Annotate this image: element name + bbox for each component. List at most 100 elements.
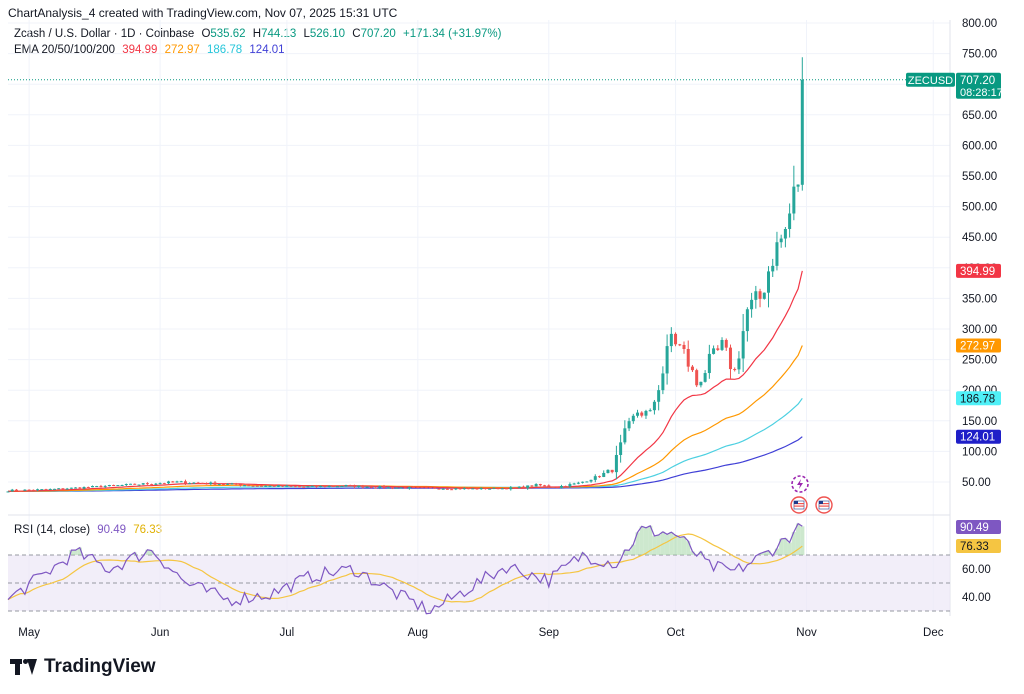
rsi-tag [956,520,1001,534]
candle-body [395,487,399,489]
candle-body [129,483,133,485]
tradingview-logo-icon [10,657,38,677]
event-icons[interactable] [790,475,833,514]
candle-body [86,487,90,489]
candle-body [298,486,302,488]
time-axis-label: Jul [279,627,294,639]
candle-body [141,483,145,485]
candle-body [767,271,770,293]
candle-body [247,485,251,487]
candle-body [606,469,610,473]
price-axis-label: 750.00 [962,49,997,61]
candle-body [285,485,289,487]
us-flag-icon[interactable] [815,496,833,514]
rsi-legend-value: 90.49 [97,524,127,536]
tradingview-logo[interactable]: TradingView [10,656,156,678]
ema50-value: 272.97 [164,44,200,56]
price-axis-label: 250.00 [962,355,997,367]
price-axis-label: 100.00 [962,446,997,458]
ema100-tag [956,391,1001,406]
candle-body [441,488,445,490]
candle-body [399,487,403,489]
candle-body [534,484,538,487]
candle-body [674,333,678,345]
candle-body [91,486,94,488]
candle-body [619,442,623,455]
price-axis-label: 800.00 [962,18,997,30]
time-axis-label: Jun [151,627,170,639]
candle-body [74,487,78,489]
rsi-line [7,522,803,615]
candle-body [154,483,158,485]
flash-icon[interactable] [791,475,809,493]
candle-body [657,390,661,402]
candle-body [733,369,737,371]
time-axis-label: Aug [408,627,428,639]
candle-body [95,486,99,488]
candle-body [386,487,390,489]
candle-body [179,481,183,483]
candle-body [171,481,175,483]
last-price-value: 707.20 [960,75,995,87]
candle-body [40,489,44,491]
candle-body [568,484,572,487]
symbol-label: Zcash / U.S. Dollar · 1D · Coinbase [14,28,195,40]
candle-body [183,481,187,484]
candle-body [44,489,48,491]
candle-body [526,485,530,488]
candles [6,57,804,493]
candle-body [505,488,509,490]
candle-body [458,488,462,490]
candle-body [374,487,378,489]
candle-body [65,488,69,490]
header-text: ChartAnalysis_4 created with TradingView… [8,6,398,20]
candle-body [78,487,82,489]
candle-body [661,373,665,391]
candle-body [471,488,475,490]
candle-body [420,487,424,489]
candle-body [200,482,204,484]
candle-body [361,485,365,488]
candle-body [162,483,166,485]
candle-body [268,485,272,487]
high-value: 744.13 [261,28,297,40]
symbol-tag [906,72,955,87]
rsi-legend: RSI (14, close) 90.49 76.33 [14,524,166,536]
candle-body [538,484,542,486]
candle-body [416,487,420,489]
ema-lines [7,270,803,492]
candle-body [636,412,640,416]
ema20-tag-label: 394.99 [960,266,995,278]
price-axis-label: 650.00 [962,110,997,122]
candle-body [716,348,720,350]
candle-body [475,488,479,490]
candle-body [669,333,673,347]
candle-body [352,485,356,487]
candle-body [517,486,521,488]
price-axis-label: 600.00 [962,140,997,152]
rsi-ma-tag-label: 76.33 [960,541,989,553]
candle-body [289,485,293,487]
candle-body [369,486,373,488]
candle-body [116,485,120,487]
candle-body [598,476,601,478]
tradingview-logo-text: TradingView [44,656,156,677]
candle-body [230,483,234,485]
candle-body [631,415,635,422]
candle-body [551,486,555,488]
candle-body [192,482,196,484]
candle-body [690,366,694,371]
candle-body [378,486,382,488]
candle-body [167,481,171,484]
candle-body [559,486,563,488]
rsi-band [8,554,950,612]
candle-body [796,184,800,187]
rsi-ma-tag [956,539,1001,553]
candle-body [585,481,589,483]
candle-body [479,487,483,490]
candle-body [238,484,242,486]
axes: 50.00100.00150.00200.00250.00300.00350.0… [18,18,997,639]
us-flag-icon[interactable] [790,496,808,514]
